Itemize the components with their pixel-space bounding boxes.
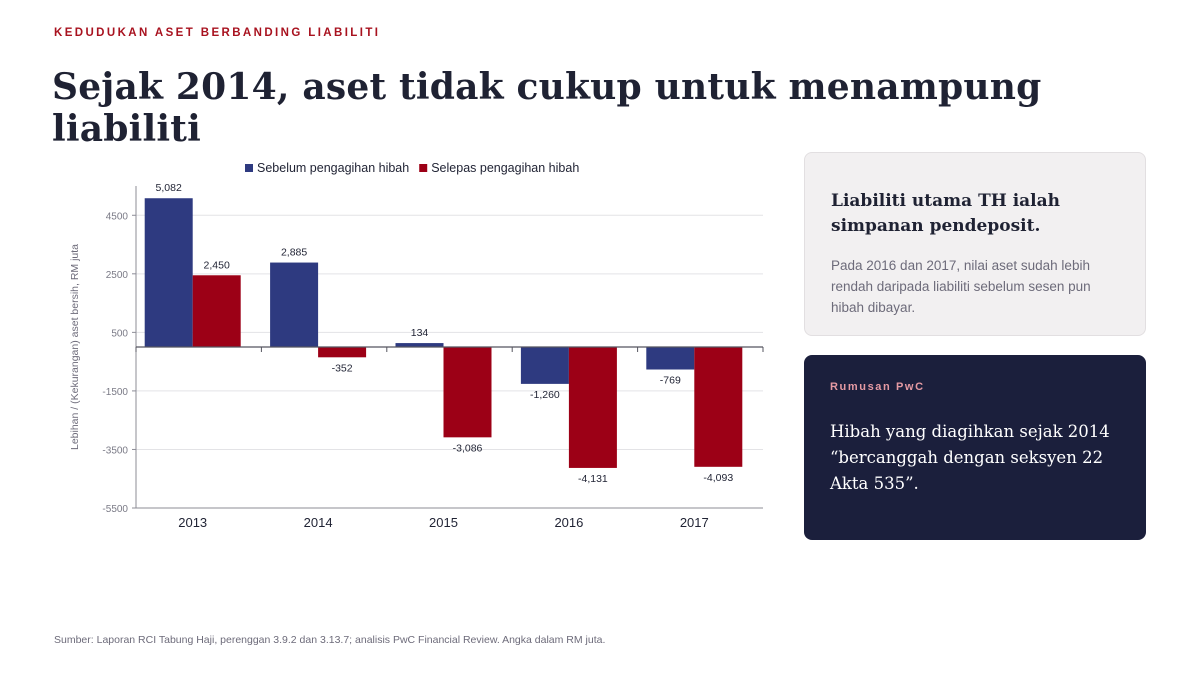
bar-2013-s0 [144,198,193,347]
x-tick-label: 2013 [178,515,207,530]
section-kicker: KEDUDUKAN ASET BERBANDING LIABILITI [54,27,381,39]
bar-2016-s0 [520,347,569,384]
data-label: -4,131 [578,473,608,485]
data-label: -769 [660,375,681,387]
bar-2013-s1 [192,275,241,347]
y-tick-label: -5500 [102,504,128,515]
legend-label: Sebelum pengagihan hibah [257,161,409,175]
legend-swatch [245,164,253,172]
data-label: -3,086 [453,442,483,454]
data-label: 2,885 [281,247,307,259]
bar-2015-s1 [443,347,492,438]
quote-card: Rumusan PwC Hibah yang diagihkan sejak 2… [804,355,1146,540]
insight-title: Liabiliti utama TH ialah simpanan pendep… [831,191,1061,236]
data-label: 134 [411,327,429,339]
bar-chart: 4500 2500 500 -1500 -3500 -5500 Lebihan / (Kek… [69,161,764,530]
bar-2017-s1 [694,347,743,467]
x-tick-label: 2015 [429,515,458,530]
insight-card: Liabiliti utama TH ialah simpanan pendep… [804,152,1146,336]
data-label: 2,450 [204,259,230,271]
data-label: -4,093 [703,472,733,484]
bar-2014-s0 [270,262,319,347]
bar-2014-s1 [318,347,367,358]
quote-label: Rumusan PwC [830,381,925,393]
x-tick-label: 2016 [554,515,583,530]
data-label: 5,082 [156,182,182,194]
y-tick-label: -3500 [102,445,128,456]
insight-body: Pada 2016 dan 2017, nilai aset sudah leb… [831,258,1091,315]
page-title: Sejak 2014, aset tidak cukup untuk menam… [52,66,1042,150]
data-label: -1,260 [530,389,560,401]
y-tick-label: 2500 [106,270,129,281]
data-label: -352 [332,362,353,374]
y-tick-label: 500 [111,328,128,339]
x-tick-label: 2014 [304,515,333,530]
quote-text: Hibah yang diagihkan sejak 2014 “bercang… [830,422,1110,493]
bar-2016-s1 [568,347,617,468]
bar-2015-s0 [395,343,444,347]
legend-swatch [419,164,428,172]
source-note: Sumber: Laporan RCI Tabung Haji, perengg… [54,634,606,646]
y-tick-label: -1500 [102,387,128,398]
x-tick-label: 2017 [680,515,709,530]
legend-label: Selepas pengagihan hibah [431,161,579,175]
bar-2017-s0 [646,347,695,370]
y-tick-label: 4500 [106,211,129,222]
y-axis-label: Lebihan / (Kekurangan) aset bersih, RM j… [69,244,81,450]
